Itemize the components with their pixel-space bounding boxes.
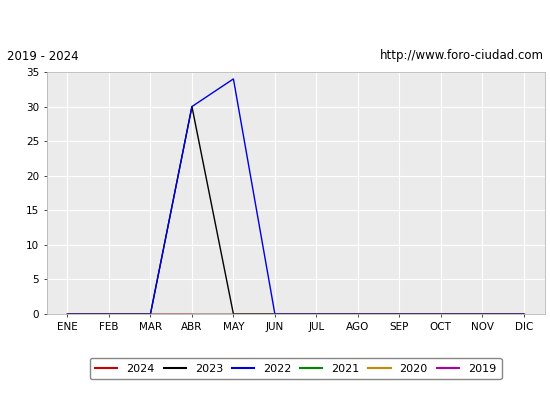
- Text: Evolucion Nº Turistas Extranjeros en el municipio de Fresneda de la Sierra: Evolucion Nº Turistas Extranjeros en el …: [0, 14, 550, 28]
- Text: 2019 - 2024: 2019 - 2024: [7, 50, 78, 62]
- Legend: 2024, 2023, 2022, 2021, 2020, 2019: 2024, 2023, 2022, 2021, 2020, 2019: [90, 358, 502, 380]
- Text: http://www.foro-ciudad.com: http://www.foro-ciudad.com: [379, 50, 543, 62]
